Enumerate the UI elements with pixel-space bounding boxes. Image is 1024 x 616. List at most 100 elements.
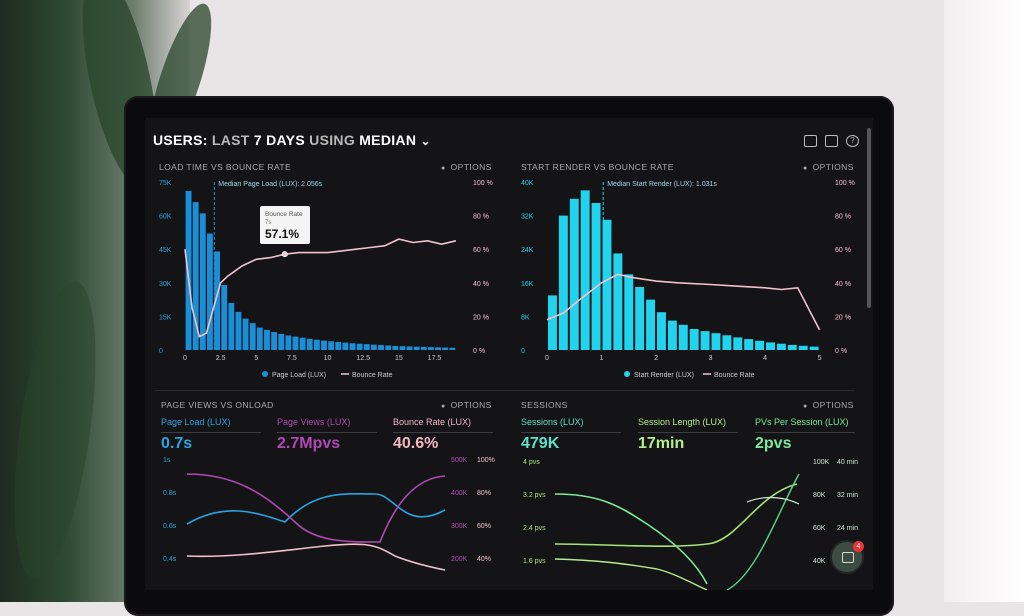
title-using: USING [309,132,356,148]
pv-session-line [746,496,800,505]
bar [185,190,192,350]
options-button[interactable]: OPTIONS [803,400,854,410]
bar [406,346,413,350]
help-icon[interactable]: ? [846,135,859,147]
x-tick-label: 2 [654,355,658,362]
x-tick-label: 0 [545,355,549,362]
y-tick-label: 80% [477,490,491,497]
y-tick-label: 60 % [473,247,489,254]
bar [299,337,306,350]
x-tick-label: 0 [183,355,187,362]
bar [744,339,754,350]
metric-value: 0.7s [161,435,193,452]
bounce-rate-line [184,238,457,338]
y-tick-label: 100K [813,459,830,466]
legend-dot [624,371,630,377]
bar [442,347,449,350]
bar [547,295,557,350]
title-last: LAST [211,132,250,148]
bar [399,346,406,350]
bar [722,335,732,350]
panel-title: START RENDER VS BOUNCE RATE [521,162,674,172]
y-tick-label: 40 % [835,281,851,288]
panel-title: SESSIONS [521,400,568,410]
y-tick-label: 32K [521,214,534,221]
y-tick-label: 300K [451,523,468,530]
bar [602,219,612,350]
bar [657,312,666,350]
image-icon[interactable] [825,135,838,147]
bar [385,345,392,350]
bar [435,347,441,350]
start-render-chart: 40K 32K 24K 16K 8K 0 100 % 80 % 60 % 40 % 20 % 0 % M… [521,180,855,379]
bar [214,251,220,350]
bar [766,342,775,350]
title-users: USERS: [153,132,208,148]
chevron-down-icon[interactable]: ⌄ [420,134,431,148]
y-tick-label: 40K [521,180,534,187]
metric-underline [277,432,377,433]
bar [624,274,634,350]
panel-title: PAGE VIEWS VS ONLOAD [161,400,274,410]
y-tick-label: 24 min [837,525,858,532]
x-tick-label: 15 [395,355,403,362]
median-label: Median Page Load (LUX): 2.056s [218,181,322,188]
y-tick-label: 40 min [837,459,858,466]
bar [635,287,645,350]
bar [591,203,601,350]
metric-underline [161,432,261,433]
monitor-icon[interactable] [804,135,817,147]
load-time-chart: 75K 60K 45K 30K 15K 0 100 % 80 % 60 % 40 % 20 % 0 %… [159,180,493,379]
bar [199,213,206,350]
metric-underline [393,432,493,433]
metric-value: 2.7Mpvs [277,435,341,452]
x-tick-label: 12.5 [356,355,370,362]
y-tick-label: 45K [159,247,172,254]
y-tick-label: 40 % [473,281,489,288]
bar [349,343,356,350]
y-tick-label: 80 % [473,214,489,221]
y-tick-label: 0 % [473,348,485,355]
metric-label: Session Length (LUX) [638,417,727,427]
bar [755,340,765,350]
metric-underline [755,432,855,433]
chat-icon [842,552,854,563]
metric-value: 479K [521,435,560,452]
y-tick-label: 100 % [835,180,855,187]
scrollbar[interactable] [867,128,871,308]
legend-dot [262,371,268,377]
tooltip-sub: 7s [265,220,271,226]
bar [646,299,656,350]
y-tick-label: 32 min [837,492,858,499]
bar [313,339,320,350]
bounce-rate-line [546,273,821,331]
options-button[interactable]: OPTIONS [441,162,492,172]
notification-badge: 4 [853,541,864,552]
bar [192,202,199,350]
bar [392,345,399,350]
bar [449,347,456,350]
bar [413,346,420,350]
y-tick-label: 60K [159,214,172,221]
metric-label: Bounce Rate (LUX) [393,417,472,427]
bar [787,344,797,350]
options-button[interactable]: OPTIONS [803,162,854,172]
title-median: MEDIAN [359,132,417,148]
bar [363,344,370,350]
dashboard-title[interactable]: USERS: LAST 7 DAYS USING MEDIAN ⌄ [153,132,431,148]
bar [256,327,263,350]
y-tick-label: 100% [477,457,495,464]
bar [306,338,313,350]
y-tick-label: 75K [159,180,172,187]
metric-value: 2pvs [755,435,792,452]
header-icons: ? [804,135,859,147]
y-tick-label: 60K [813,525,826,532]
y-tick-label: 400K [451,490,468,497]
bar [569,198,579,350]
options-button[interactable]: OPTIONS [441,400,492,410]
sessions-line [554,493,708,585]
y-tick-label: 0.6s [163,523,177,530]
title-range: 7 DAYS [253,132,305,148]
bar [613,253,623,350]
bar [321,340,327,350]
